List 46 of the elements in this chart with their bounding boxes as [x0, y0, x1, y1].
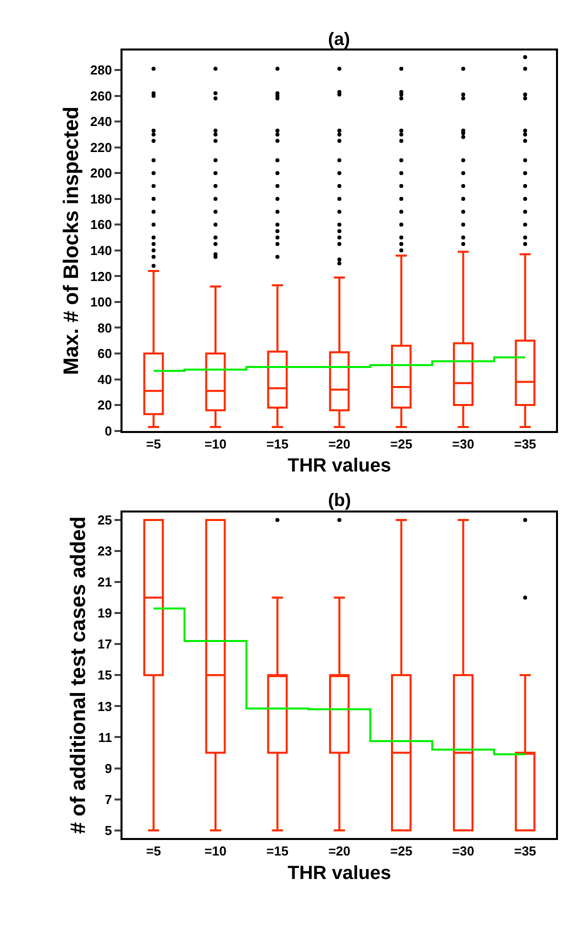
y-tick-label: 23 — [98, 544, 112, 559]
y-tick-label: 40 — [98, 372, 112, 387]
y-tick-label: 240 — [90, 114, 112, 130]
y-tick-label: 120 — [90, 268, 112, 284]
y-tick-label: 5 — [104, 822, 112, 838]
x-tick-label: =30 — [452, 436, 474, 452]
y-tick-label: 11 — [98, 730, 112, 745]
y-tick-label: 19 — [98, 606, 112, 621]
y-tick-label: 0 — [104, 423, 112, 438]
y-tick-label: 140 — [90, 242, 112, 258]
y-tick-label: 200 — [90, 166, 112, 181]
x-tick-label: =30 — [452, 844, 474, 859]
y-tick-label: 25 — [98, 512, 112, 528]
chart-title: (b) — [328, 490, 351, 510]
y-tick-label: 17 — [98, 636, 112, 652]
chart-title: (a) — [328, 29, 350, 49]
x-tick-label: =25 — [390, 436, 412, 452]
y-tick-label: 7 — [104, 792, 112, 807]
y-tick-label: 280 — [90, 62, 112, 78]
x-tick-label: =5 — [146, 844, 161, 859]
y-axis-title: Max. # of Blocks inspected — [60, 106, 83, 375]
x-tick-label: =25 — [390, 844, 412, 859]
y-tick-label: 9 — [104, 760, 112, 776]
y-tick-label: 220 — [90, 140, 112, 155]
y-axis-title: # of additional test cases added — [67, 516, 90, 834]
y-tick-label: 180 — [90, 191, 112, 206]
x-axis-title: THR values — [288, 456, 392, 477]
y-tick-label: 21 — [98, 574, 112, 590]
x-tick-label: =15 — [266, 844, 288, 859]
y-tick-label: 260 — [90, 88, 112, 104]
x-tick-label: =10 — [204, 844, 227, 859]
x-tick-label: =15 — [266, 436, 288, 452]
x-tick-label: =35 — [514, 436, 536, 452]
y-tick-label: 20 — [98, 398, 112, 413]
y-tick-label: 13 — [98, 698, 112, 714]
x-tick-label: =20 — [328, 436, 350, 452]
y-tick-label: 60 — [98, 346, 112, 362]
y-tick-label: 80 — [98, 320, 112, 336]
x-tick-label: =10 — [204, 436, 227, 452]
x-axis-title: THR values — [288, 862, 392, 884]
y-tick-label: 160 — [90, 217, 112, 232]
x-tick-label: =5 — [146, 436, 161, 452]
y-tick-label: 100 — [90, 294, 112, 310]
x-tick-label: =20 — [328, 844, 350, 859]
x-tick-label: =35 — [514, 844, 536, 859]
y-tick-label: 15 — [98, 668, 112, 683]
